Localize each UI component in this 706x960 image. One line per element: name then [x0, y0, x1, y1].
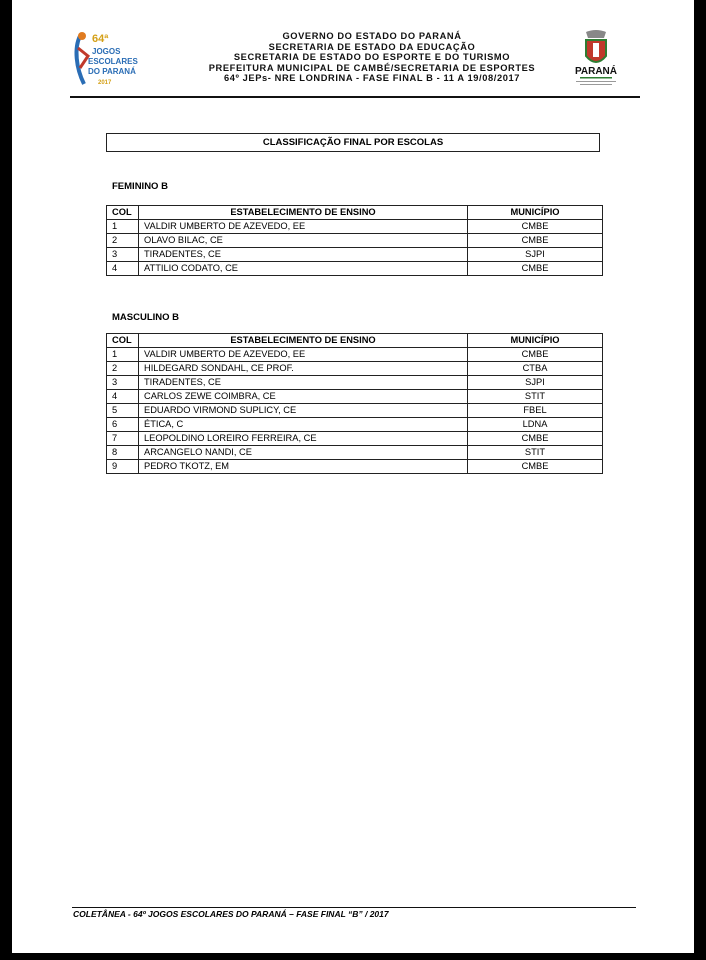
municipality-cell: CMBE	[467, 347, 603, 362]
school-cell: CARLOS ZEWE COIMBRA, CE	[138, 389, 468, 404]
section-title-masculino: MASCULINO B	[112, 312, 180, 323]
municipality-cell: FBEL	[467, 403, 603, 418]
municipality-cell: CTBA	[467, 361, 603, 376]
school-cell: ARCANGELO NANDI, CE	[138, 445, 468, 460]
table-row: 2 HILDEGARD SONDAHL, CE PROF. CTBA	[106, 361, 603, 376]
school-cell: PEDRO TKOTZ, EM	[138, 459, 468, 474]
school-cell: LEOPOLDINO LOREIRO FERREIRA, CE	[138, 431, 468, 446]
rank-cell: 3	[106, 375, 139, 390]
col-header-school: ESTABELECIMENTO DE ENSINO	[138, 333, 468, 348]
svg-text:JOGOS: JOGOS	[92, 47, 121, 56]
municipality-cell: CMBE	[467, 219, 603, 234]
school-cell: TIRADENTES, CE	[138, 375, 468, 390]
col-header-municipality: MUNICÍPIO	[467, 333, 603, 348]
rank-cell: 5	[106, 403, 139, 418]
rank-cell: 9	[106, 459, 139, 474]
municipality-cell: CMBE	[467, 431, 603, 446]
col-header-municipality: MUNICÍPIO	[467, 205, 603, 220]
municipality-cell: STIT	[467, 389, 603, 404]
header-line: SECRETARIA DE ESTADO DO ESPORTE E DO TUR…	[233, 52, 511, 62]
footer-divider	[72, 907, 636, 908]
table-row: 9 PEDRO TKOTZ, EM CMBE	[106, 459, 603, 474]
svg-text:DO PARANÁ: DO PARANÁ	[88, 67, 136, 76]
municipality-cell: STIT	[467, 445, 603, 460]
col-header-school: ESTABELECIMENTO DE ENSINO	[138, 205, 468, 220]
rank-cell: 8	[106, 445, 139, 460]
document-page: 64ª JOGOS ESCOLARES DO PARANÁ 2017 GOVER…	[12, 0, 694, 953]
table-row: 8 ARCANGELO NANDI, CE STIT	[106, 445, 603, 460]
svg-text:64ª: 64ª	[92, 33, 109, 45]
school-cell: EDUARDO VIRMOND SUPLICY, CE	[138, 403, 468, 418]
footer-text: COLETÂNEA - 64º JOGOS ESCOLARES DO PARAN…	[73, 909, 389, 919]
school-cell: HILDEGARD SONDAHL, CE PROF.	[138, 361, 468, 376]
rank-cell: 1	[106, 347, 139, 362]
table-row: 5 EDUARDO VIRMOND SUPLICY, CE FBEL	[106, 403, 603, 418]
section-title-feminino: FEMININO B	[112, 181, 168, 192]
municipality-cell: CMBE	[467, 459, 603, 474]
municipality-cell: CMBE	[467, 261, 603, 276]
svg-text:2017: 2017	[98, 80, 112, 86]
school-cell: OLAVO BILAC, CE	[138, 233, 468, 248]
school-cell: VALDIR UMBERTO DE AZEVEDO, EE	[138, 219, 468, 234]
municipality-cell: CMBE	[467, 233, 603, 248]
rank-cell: 1	[106, 219, 139, 234]
table-row: 4 CARLOS ZEWE COIMBRA, CE STIT	[106, 389, 603, 404]
municipality-cell: SJPI	[467, 247, 603, 262]
svg-text:PARANÁ: PARANÁ	[575, 64, 617, 77]
rank-cell: 2	[106, 233, 139, 248]
jogos-escolares-logo: 64ª JOGOS ESCOLARES DO PARANÁ 2017	[74, 32, 138, 86]
rank-cell: 4	[106, 261, 139, 276]
school-cell: VALDIR UMBERTO DE AZEVEDO, EE	[138, 347, 468, 362]
rank-cell: 2	[106, 361, 139, 376]
col-header-col: COL	[106, 205, 139, 220]
rank-cell: 6	[106, 417, 139, 432]
page-title: CLASSIFICAÇÃO FINAL POR ESCOLAS	[106, 133, 600, 152]
school-cell: TIRADENTES, CE	[138, 247, 468, 262]
document-header: GOVERNO DO ESTADO DO PARANÁ SECRETARIA D…	[172, 31, 572, 84]
rank-cell: 7	[106, 431, 139, 446]
col-header-col: COL	[106, 333, 139, 348]
header-line: GOVERNO DO ESTADO DO PARANÁ	[282, 31, 462, 41]
masculino-table: COL ESTABELECIMENTO DE ENSINO MUNICÍPIO …	[106, 333, 603, 474]
table-row: 4 ATTILIO CODATO, CE CMBE	[106, 261, 603, 276]
school-cell: ATTILIO CODATO, CE	[138, 261, 468, 276]
table-header-row: COL ESTABELECIMENTO DE ENSINO MUNICÍPIO	[106, 205, 603, 220]
header-line: PREFEITURA MUNICIPAL DE CAMBÉ/SECRETARIA…	[208, 62, 536, 73]
parana-coat-of-arms-logo: PARANÁ	[575, 30, 617, 85]
rank-cell: 4	[106, 389, 139, 404]
svg-text:ESCOLARES: ESCOLARES	[88, 57, 138, 66]
table-row: 7 LEOPOLDINO LOREIRO FERREIRA, CE CMBE	[106, 431, 603, 446]
school-cell: ÉTICA, C	[138, 417, 468, 432]
header-divider	[70, 96, 640, 98]
header-line: 64º JEPs- NRE LONDRINA - FASE FINAL B - …	[223, 73, 521, 83]
table-header-row: COL ESTABELECIMENTO DE ENSINO MUNICÍPIO	[106, 333, 603, 348]
table-row: 6 ÉTICA, C LDNA	[106, 417, 603, 432]
table-row: 3 TIRADENTES, CE SJPI	[106, 247, 603, 262]
municipality-cell: LDNA	[467, 417, 603, 432]
rank-cell: 3	[106, 247, 139, 262]
table-row: 2 OLAVO BILAC, CE CMBE	[106, 233, 603, 248]
table-row: 1 VALDIR UMBERTO DE AZEVEDO, EE CMBE	[106, 347, 603, 362]
header-line: SECRETARIA DE ESTADO DA EDUCAÇÃO	[268, 41, 476, 52]
municipality-cell: SJPI	[467, 375, 603, 390]
feminino-table: COL ESTABELECIMENTO DE ENSINO MUNICÍPIO …	[106, 205, 603, 276]
table-row: 3 TIRADENTES, CE SJPI	[106, 375, 603, 390]
table-row: 1 VALDIR UMBERTO DE AZEVEDO, EE CMBE	[106, 219, 603, 234]
